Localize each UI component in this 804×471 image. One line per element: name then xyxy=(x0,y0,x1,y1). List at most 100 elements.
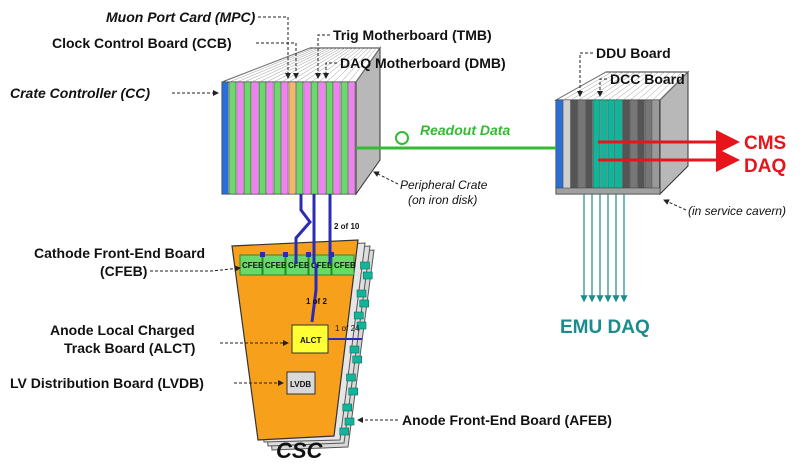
crate-slot-board xyxy=(229,81,237,195)
tmb-leader xyxy=(315,34,330,79)
crate-top-slot-line xyxy=(333,47,369,83)
crate-slot-board xyxy=(251,81,259,195)
daq-top-slot-line xyxy=(555,71,607,101)
daq-slot-board xyxy=(585,99,593,191)
mpc-label: Muon Port Card (MPC) xyxy=(106,9,256,25)
crate-slot-board xyxy=(326,81,333,195)
daq-crate-base xyxy=(555,187,661,195)
ddu-label: DDU Board xyxy=(596,45,671,61)
daq-top-slot-line xyxy=(644,71,677,101)
afeb-chip xyxy=(339,427,350,436)
dmb-label: DAQ Motherboard (DMB) xyxy=(340,55,506,71)
daq-top-slot-line xyxy=(563,71,612,101)
ccb-label: Clock Control Board (CCB) xyxy=(52,35,232,51)
daq-slot-board xyxy=(563,99,571,191)
crate-top-slot-line xyxy=(348,47,377,83)
crate-top-slot-line xyxy=(281,47,342,83)
cfeb-board-label: CFEB xyxy=(288,261,310,270)
daq-top-slot-line xyxy=(622,71,659,101)
daq-slot-board xyxy=(615,99,623,191)
alct-box-label: ALCT xyxy=(300,336,321,345)
cms-label: CMS xyxy=(744,133,786,154)
one-of-24-label: 1 of 24 xyxy=(335,324,360,333)
cfeb-board-label: CFEB xyxy=(242,261,264,270)
afeb-chip xyxy=(348,387,359,396)
crate-slot-board xyxy=(273,81,281,195)
afeb-chip xyxy=(344,417,355,426)
daq-slot-board xyxy=(607,99,615,191)
afeb-chip xyxy=(352,355,363,364)
cfeb-board xyxy=(262,254,286,276)
crate-slot-board xyxy=(281,81,289,195)
daq-slot-board xyxy=(630,99,638,191)
lvdb-box-label: LVDB xyxy=(290,380,311,389)
readout-link-ring xyxy=(395,131,409,145)
csc-label: CSC xyxy=(276,438,324,463)
daq-top-slot-line xyxy=(578,71,624,101)
afeb-chip xyxy=(349,345,360,354)
cfeb-board xyxy=(331,254,355,276)
alct-label: Anode Local Charged xyxy=(50,322,195,338)
crate-top-slot-line xyxy=(266,47,334,83)
dmb-leader xyxy=(323,62,337,79)
cfeb-leader xyxy=(150,265,241,272)
afeb-chip xyxy=(342,403,353,412)
lvdb-label: LV Distribution Board (LVDB) xyxy=(10,375,204,391)
afeb-chip xyxy=(356,321,367,330)
daq-top-slot-line xyxy=(637,71,671,101)
peripheral-crate-leader xyxy=(373,171,399,185)
peripheral-crate-label: Peripheral Crate xyxy=(400,178,488,192)
afeb-chip xyxy=(359,299,370,308)
dcc-label: DCC Board xyxy=(610,71,685,87)
cfeb-board-label: CFEB xyxy=(311,261,333,270)
crate-top-slot-line xyxy=(251,47,326,83)
readout-data-label: Readout Data xyxy=(420,122,510,138)
crate-slot-board xyxy=(221,81,229,195)
daq-top-slot-line xyxy=(600,71,642,101)
crate-slot-board xyxy=(296,81,304,195)
crate-top-slot-line xyxy=(236,47,318,83)
cc-label: Crate Controller (CC) xyxy=(10,85,150,101)
daq-top-slot-line xyxy=(607,71,648,101)
daq-slot-board xyxy=(600,99,608,191)
afeb-chip xyxy=(356,289,367,298)
daq-top-slot-line xyxy=(630,71,665,101)
afeb-chip xyxy=(353,311,364,320)
crate-to-csc-cables: 2 of 10 1 of 2 xyxy=(294,194,360,323)
daq-crate-slots xyxy=(555,71,689,195)
crate-top-slot-line xyxy=(229,47,314,83)
daq-label: DAQ xyxy=(744,156,786,177)
peripheral-crate xyxy=(221,46,381,196)
afeb-label: Anode Front-End Board (AFEB) xyxy=(402,412,612,428)
ccb-leader xyxy=(256,42,299,79)
cable-alct xyxy=(294,194,312,264)
daq-slot-board xyxy=(644,99,653,191)
daq-slot-board xyxy=(570,99,578,191)
crate-top-slot-line xyxy=(340,47,373,83)
daq-slot-board xyxy=(637,99,645,191)
crate-slot-board xyxy=(348,81,356,195)
cfeb-board-label: CFEB xyxy=(334,261,356,270)
daq-top-slot-line xyxy=(615,71,654,101)
crate-slot-board xyxy=(266,81,274,195)
alct-box xyxy=(291,324,329,354)
crate-slot-board xyxy=(303,81,311,195)
afeb-chips xyxy=(339,261,373,436)
afeb-chip xyxy=(346,373,356,382)
daq-slot-board xyxy=(578,99,586,191)
tmb-label: Trig Motherboard (TMB) xyxy=(333,27,492,43)
daq-top-slot-line xyxy=(659,71,689,101)
mpc-leader xyxy=(258,16,291,79)
lvdb-box xyxy=(286,371,316,395)
peripheral-crate-sublabel: (on iron disk) xyxy=(408,193,477,207)
crate-slot-board xyxy=(333,81,341,195)
cfeb-label: Cathode Front-End Board xyxy=(34,245,205,261)
crate-top-slot-line xyxy=(273,47,338,83)
daq-slot-board xyxy=(622,99,630,191)
crate-slot-board xyxy=(311,81,318,195)
cfeb-connector xyxy=(260,252,265,257)
crate-slot-board xyxy=(340,81,348,195)
crate-slot-board xyxy=(259,81,266,195)
